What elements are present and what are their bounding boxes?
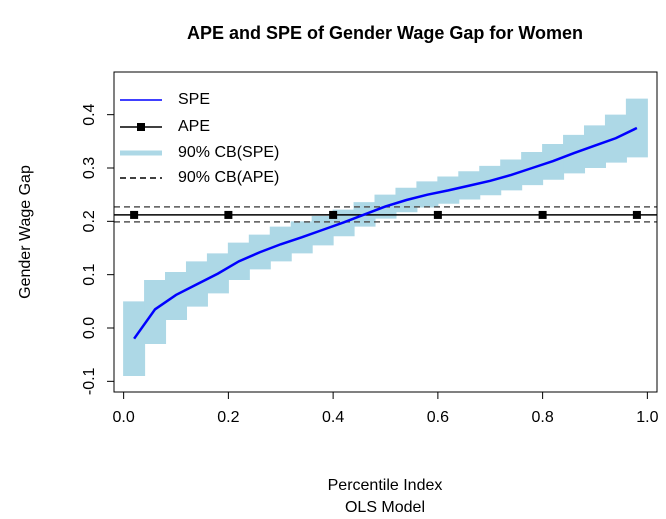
x-tick-label: 0.6	[427, 409, 449, 426]
ape-marker	[433, 210, 442, 219]
x-tick-label: 0.2	[217, 409, 239, 426]
y-tick-label: -0.1	[81, 367, 98, 395]
chart-title: APE and SPE of Gender Wage Gap for Women	[187, 23, 583, 43]
ape-marker	[538, 210, 547, 219]
plot-frame	[113, 71, 658, 393]
x-tick-label: 0.0	[113, 409, 135, 426]
y-tick-label: 0.3	[81, 157, 98, 179]
legend-label: APE	[178, 118, 210, 135]
ape-marker	[130, 210, 139, 219]
y-tick-label: 0.0	[81, 317, 98, 339]
y-tick-label: 0.2	[81, 210, 98, 232]
ape-marker	[632, 210, 641, 219]
x-axis-label: Percentile Index	[328, 477, 443, 494]
legend-label: SPE	[178, 91, 210, 108]
legend-swatch	[137, 123, 145, 131]
x-tick-label: 1.0	[636, 409, 658, 426]
x-tick-label: 0.4	[322, 409, 344, 426]
ape-marker	[329, 210, 338, 219]
ape-marker	[224, 210, 233, 219]
legend-label: 90% CB(SPE)	[178, 144, 279, 161]
spe-line	[133, 126, 638, 340]
y-tick-label: 0.4	[81, 103, 98, 125]
y-axis-label: Gender Wage Gap	[17, 165, 34, 299]
x-tick-label: 0.8	[531, 409, 553, 426]
legend-label: 90% CB(APE)	[178, 169, 279, 186]
subtitle: OLS Model	[345, 499, 425, 516]
y-tick-label: 0.1	[81, 263, 98, 285]
